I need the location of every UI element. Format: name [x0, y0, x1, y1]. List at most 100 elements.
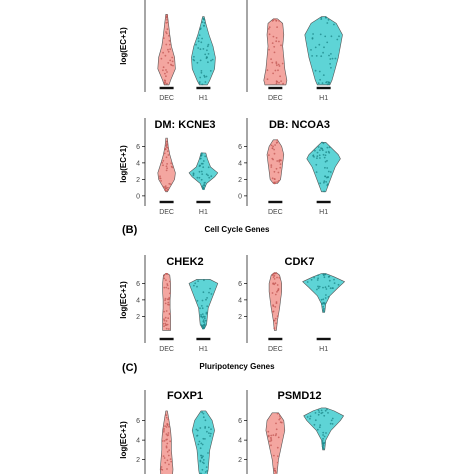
data-point [209, 432, 212, 435]
data-point [312, 33, 314, 35]
data-point [168, 182, 171, 185]
data-point [167, 301, 170, 304]
data-point [277, 180, 280, 182]
data-point [270, 444, 272, 447]
data-point [328, 83, 330, 85]
data-point [200, 314, 202, 316]
data-point [318, 426, 321, 429]
data-point [193, 284, 195, 287]
data-point [164, 185, 167, 188]
data-point [276, 181, 278, 183]
data-point [206, 45, 209, 48]
data-point [196, 429, 199, 432]
data-point [277, 288, 280, 290]
data-point [164, 302, 167, 305]
data-point [326, 41, 329, 44]
data-point [331, 423, 334, 425]
data-point [159, 177, 161, 180]
data-point [322, 305, 324, 308]
data-point [272, 304, 274, 307]
section-letter-b: (B) [122, 224, 138, 236]
x-tick-label: H1 [319, 209, 328, 216]
y-axis-label: log(EC+1) [119, 281, 128, 319]
data-point [315, 171, 318, 174]
data-point [311, 37, 314, 39]
data-point [324, 16, 327, 19]
data-point [272, 72, 274, 75]
data-point [323, 303, 326, 305]
data-point [275, 471, 277, 473]
data-point [321, 303, 323, 306]
data-point [322, 309, 325, 312]
data-point [200, 155, 202, 157]
data-point [323, 310, 325, 313]
data-point [200, 71, 203, 74]
data-point [209, 435, 212, 437]
y-tick-label: 2 [136, 314, 140, 321]
violin-panel-6: FOXP1 2 4 6 log(EC+1) [119, 390, 215, 474]
data-point [167, 48, 169, 51]
data-point [274, 69, 277, 72]
data-point [319, 33, 322, 36]
data-point [272, 434, 275, 436]
data-point [166, 459, 169, 462]
data-point [201, 307, 204, 310]
data-point [200, 324, 203, 327]
data-point [207, 166, 210, 169]
data-point [310, 278, 313, 281]
data-point [275, 61, 278, 63]
data-point [206, 49, 208, 52]
panel-title: DM: KCNE3 [154, 119, 215, 131]
data-point [323, 190, 325, 193]
data-point [311, 55, 313, 57]
data-point [166, 284, 169, 287]
data-point [203, 184, 205, 187]
data-point [169, 183, 172, 186]
data-point [167, 454, 170, 457]
data-point [168, 34, 170, 37]
data-point [163, 457, 166, 459]
data-point [200, 41, 203, 44]
data-point [205, 56, 208, 58]
data-point [200, 70, 203, 72]
data-point [316, 279, 319, 281]
panel-title: CDK7 [285, 256, 315, 268]
data-point [168, 292, 171, 295]
zero-count-marker [159, 86, 174, 90]
data-point [164, 72, 166, 75]
data-point [333, 23, 335, 26]
data-point [168, 296, 171, 299]
data-point [166, 323, 169, 326]
violin-dec [268, 272, 282, 331]
data-point [163, 286, 166, 289]
violin-h1 [191, 16, 216, 86]
data-point [163, 318, 165, 321]
data-point [160, 466, 163, 468]
data-point [326, 408, 328, 411]
y-tick-label: 4 [136, 160, 140, 167]
data-point [199, 307, 201, 310]
data-point [164, 324, 167, 327]
data-point [163, 310, 166, 313]
zero-count-marker [268, 200, 283, 204]
data-point [270, 439, 273, 442]
data-point [166, 423, 169, 425]
data-point [273, 467, 276, 470]
data-point [204, 438, 206, 440]
zero-count-marker [196, 200, 211, 204]
data-point [197, 47, 200, 49]
data-point [279, 75, 281, 78]
data-point [200, 457, 203, 459]
data-point [327, 412, 329, 414]
data-point [273, 45, 276, 48]
data-point [202, 327, 204, 330]
data-point [166, 21, 169, 24]
data-point [162, 51, 165, 54]
data-point [165, 446, 168, 449]
data-point [199, 59, 202, 62]
data-point [163, 274, 166, 277]
data-point [273, 148, 275, 151]
data-point [334, 57, 337, 60]
data-point [280, 44, 282, 47]
x-tick-label: DEC [159, 209, 174, 216]
